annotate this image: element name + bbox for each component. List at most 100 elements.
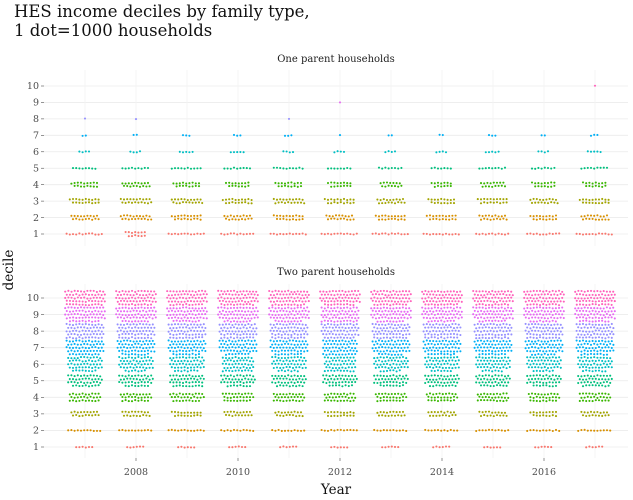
household-dot: [339, 349, 342, 352]
household-dot: [336, 363, 339, 366]
household-dot: [188, 353, 191, 356]
household-dot: [98, 296, 102, 299]
household-dot: [400, 215, 403, 218]
household-dot: [183, 446, 186, 449]
household-dot: [389, 343, 392, 346]
household-dot: [287, 363, 290, 366]
household-dot: [239, 395, 242, 398]
household-dot: [433, 429, 436, 432]
household-dot: [537, 329, 540, 332]
household-dot: [189, 396, 193, 399]
household-dot: [597, 414, 601, 417]
household-dot: [545, 297, 548, 300]
household-dot: [73, 306, 76, 309]
household-dot: [84, 310, 87, 313]
household-dot: [121, 182, 124, 185]
household-dot: [326, 322, 330, 326]
household-dot: [403, 310, 406, 313]
household-dot: [441, 316, 444, 319]
household-dot: [483, 392, 486, 395]
household-dot: [237, 310, 240, 313]
household-dot: [319, 290, 322, 293]
household-dot: [170, 340, 173, 343]
household-dot: [232, 337, 236, 340]
household-dot: [100, 336, 103, 339]
household-dot: [529, 303, 532, 306]
household-dot: [428, 346, 432, 349]
household-dot: [202, 232, 205, 235]
household-dot: [303, 375, 306, 378]
household-dot: [424, 326, 427, 329]
household-dot: [185, 319, 188, 322]
household-dot: [537, 339, 540, 342]
household-dot: [550, 366, 553, 369]
household-dot: [390, 359, 393, 362]
household-dot: [287, 342, 290, 346]
household-dot: [494, 343, 497, 346]
household-dot: [244, 185, 247, 188]
household-dot: [591, 232, 594, 236]
household-dot: [194, 290, 197, 293]
household-dot: [180, 300, 183, 303]
household-dot: [296, 185, 299, 188]
household-dot: [70, 396, 73, 399]
household-dot: [476, 322, 479, 326]
household-dot: [70, 214, 73, 217]
household-dot: [330, 362, 333, 366]
household-dot: [280, 429, 283, 433]
household-dot: [245, 313, 248, 316]
household-dot: [94, 366, 97, 369]
household-dot: [397, 300, 400, 303]
household-dot: [228, 323, 231, 326]
household-dot: [443, 375, 446, 378]
household-dot: [121, 428, 124, 432]
household-dot: [475, 375, 478, 378]
household-dot: [385, 181, 389, 184]
household-dot: [436, 333, 440, 336]
household-dot: [143, 333, 146, 336]
household-dot: [84, 366, 87, 369]
household-dot: [132, 377, 135, 380]
household-dot: [231, 317, 234, 320]
household-dot: [534, 323, 537, 326]
household-dot: [562, 316, 565, 320]
household-dot: [229, 326, 232, 329]
household-dot: [508, 309, 511, 313]
household-dot: [188, 343, 191, 346]
household-dot: [173, 330, 177, 333]
household-dot: [352, 392, 355, 395]
household-dot: [130, 201, 134, 204]
household-dot: [279, 366, 282, 370]
household-dot: [127, 314, 130, 317]
household-dot: [491, 336, 494, 339]
household-dot: [78, 399, 81, 402]
household-dot: [304, 359, 307, 362]
household-dot: [500, 290, 503, 293]
household-dot: [352, 293, 355, 296]
household-dot: [79, 333, 83, 336]
household-dot: [242, 399, 245, 402]
household-dot: [532, 233, 535, 236]
household-dot: [481, 381, 484, 384]
household-dot: [557, 313, 561, 316]
household-dot: [438, 293, 441, 297]
household-dot: [455, 312, 459, 316]
household-dot: [449, 374, 452, 377]
household-dot: [143, 374, 146, 377]
household-dot: [228, 293, 231, 296]
household-dot: [583, 215, 586, 218]
household-dot: [283, 296, 287, 299]
household-dot: [252, 333, 255, 336]
household-dot: [444, 339, 448, 342]
household-dot: [441, 330, 444, 333]
household-dot: [97, 233, 100, 236]
household-dot: [325, 340, 328, 343]
household-dot: [186, 360, 189, 363]
household-dot: [70, 380, 73, 384]
household-dot: [338, 296, 341, 299]
household-dot: [143, 326, 146, 329]
household-dot: [287, 374, 290, 377]
household-dot: [397, 360, 400, 363]
household-dot: [253, 346, 256, 349]
household-dot: [537, 323, 540, 326]
